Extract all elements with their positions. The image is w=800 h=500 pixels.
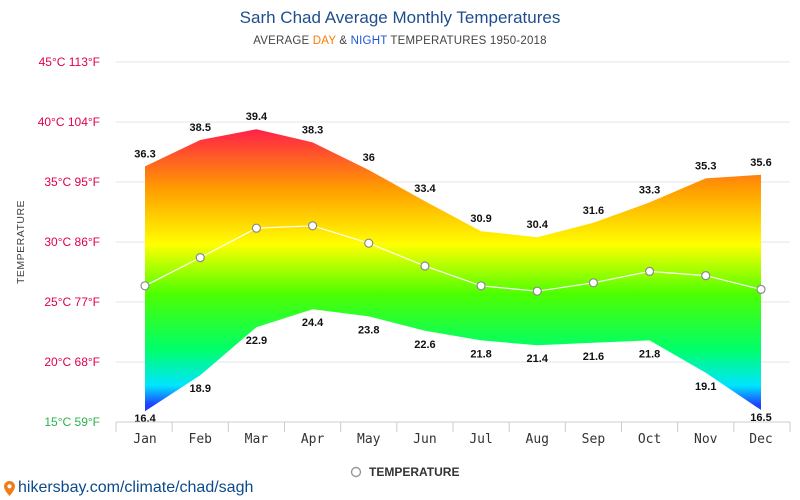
subtitle-prefix: AVERAGE <box>253 35 313 47</box>
footer-link[interactable]: hikersbay.com/climate/chad/sagh <box>4 479 253 497</box>
y-tick-label: 40°C 104°F <box>38 115 100 129</box>
average-point-mar[interactable] <box>251 223 262 233</box>
average-point-nov[interactable] <box>701 271 711 281</box>
temperature-band <box>145 129 761 412</box>
subtitle-mid: & <box>335 35 351 47</box>
chart-subtitle: AVERAGE DAY & NIGHT TEMPERATURES 1950-20… <box>0 35 800 47</box>
y-tick-label: 25°C 77°F <box>44 295 100 309</box>
average-point-may[interactable] <box>364 238 374 248</box>
subtitle-suffix: TEMPERATURES 1950-2018 <box>387 35 547 47</box>
average-point-aug[interactable] <box>532 286 542 296</box>
night-value-label-mar: 22.9 <box>246 335 267 347</box>
x-tick-label-jun: Jun <box>413 432 436 447</box>
day-value-label-mar: 39.4 <box>246 111 268 123</box>
average-point-jun[interactable] <box>420 261 430 271</box>
night-value-label-sep: 21.6 <box>583 351 604 363</box>
night-value-label-feb: 18.9 <box>190 383 211 395</box>
x-tick-label-apr: Apr <box>301 432 325 447</box>
y-tick-label: 30°C 86°F <box>44 235 100 249</box>
y-axis-title: TEMPERATURE <box>15 200 27 284</box>
x-tick-label-may: May <box>357 432 381 447</box>
y-tick-label: 45°C 113°F <box>39 55 100 69</box>
legend-marker-circle-icon[interactable] <box>350 466 362 478</box>
y-tick-label: 15°C 59°F <box>44 415 100 429</box>
x-tick-label-sep: Sep <box>582 432 606 447</box>
x-tick-label-oct: Oct <box>638 432 661 447</box>
night-value-label-apr: 24.4 <box>302 317 324 329</box>
y-tick-label: 35°C 95°F <box>44 175 100 189</box>
chart-title: Sarh Chad Average Monthly Temperatures <box>239 8 561 27</box>
data-labels: 36.3 38.5 39.4 38.3 36 33.4 30.9 30.4 31.6 33.3 35… <box>134 111 771 425</box>
day-value-label-jan: 36.3 <box>134 148 155 160</box>
x-tick-label-mar: Mar <box>245 432 269 447</box>
average-point-dec[interactable] <box>756 284 766 294</box>
legend-label-temperature[interactable]: TEMPERATURE <box>369 465 459 479</box>
average-point-feb[interactable] <box>195 253 205 263</box>
average-point-oct[interactable] <box>644 266 655 276</box>
y-axis: 45°C 113°F 40°C 104°F 35°C 95°F 30°C 86°F 25… <box>15 55 100 429</box>
x-tick-label-feb: Feb <box>189 432 213 447</box>
day-value-label-jul: 30.9 <box>470 213 491 225</box>
location-pin-icon <box>4 480 15 496</box>
night-value-label-jul: 21.8 <box>470 348 491 360</box>
night-value-label-aug: 21.4 <box>527 353 549 365</box>
night-value-label-may: 23.8 <box>358 324 379 336</box>
x-tick-label-aug: Aug <box>526 432 549 447</box>
day-value-label-feb: 38.5 <box>190 122 211 134</box>
x-tick-label-jan: Jan <box>133 432 156 447</box>
footer-url[interactable]: hikersbay.com/climate/chad/sagh <box>18 479 254 496</box>
night-value-label-jun: 22.6 <box>414 339 435 351</box>
subtitle-day: DAY <box>312 35 336 47</box>
average-point-apr[interactable] <box>307 221 318 231</box>
night-value-label-nov: 19.1 <box>695 381 716 393</box>
average-point-jan[interactable] <box>140 281 150 291</box>
day-value-label-apr: 38.3 <box>302 124 323 136</box>
x-axis: Jan Feb Mar Apr May Jun Jul Aug Sep Oct Nov Dec <box>115 421 791 447</box>
night-value-label-oct: 21.8 <box>639 348 660 360</box>
day-value-label-nov: 35.3 <box>695 160 716 172</box>
day-value-label-aug: 30.4 <box>527 219 549 231</box>
night-value-label-dec: 16.5 <box>750 412 771 424</box>
x-tick-label-dec: Dec <box>749 432 772 447</box>
average-series <box>140 221 766 296</box>
day-value-label-sep: 31.6 <box>583 205 604 217</box>
x-tick-label-jul: Jul <box>469 432 492 447</box>
day-value-label-oct: 33.3 <box>639 184 660 196</box>
legend[interactable]: TEMPERATURE <box>350 465 460 479</box>
night-value-label-jan: 16.4 <box>134 413 156 425</box>
y-tick-label: 20°C 68°F <box>44 355 100 369</box>
subtitle-night: NIGHT <box>350 35 388 47</box>
day-night-range-area <box>145 129 761 412</box>
day-value-label-dec: 35.6 <box>750 157 771 169</box>
x-tick-label-nov: Nov <box>694 432 718 447</box>
average-point-sep[interactable] <box>588 278 599 288</box>
day-value-label-jun: 33.4 <box>414 183 436 195</box>
average-point-jul[interactable] <box>476 281 486 291</box>
day-value-label-may: 36 <box>363 152 375 164</box>
average-temperature-line <box>144 225 762 292</box>
